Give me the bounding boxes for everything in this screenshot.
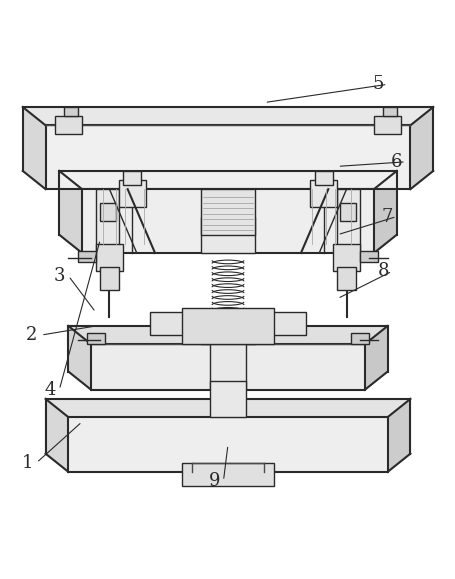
Bar bbox=[150, 312, 305, 335]
Polygon shape bbox=[59, 171, 82, 253]
Bar bbox=[68, 417, 387, 472]
Bar bbox=[200, 317, 255, 345]
Bar bbox=[200, 189, 255, 234]
Polygon shape bbox=[46, 399, 410, 417]
Text: 6: 6 bbox=[390, 153, 402, 171]
Bar bbox=[182, 463, 273, 486]
Bar bbox=[46, 125, 410, 189]
Bar bbox=[100, 203, 116, 221]
Polygon shape bbox=[387, 399, 410, 472]
Bar bbox=[200, 217, 255, 253]
Bar bbox=[382, 107, 396, 116]
Bar bbox=[359, 251, 378, 262]
Bar bbox=[339, 203, 355, 221]
Bar bbox=[182, 308, 273, 345]
Polygon shape bbox=[59, 171, 396, 189]
Text: 1: 1 bbox=[21, 454, 33, 472]
Polygon shape bbox=[23, 107, 432, 125]
Bar bbox=[350, 333, 369, 345]
Bar bbox=[118, 180, 146, 207]
Polygon shape bbox=[410, 107, 432, 189]
Bar bbox=[332, 244, 359, 271]
Bar bbox=[209, 317, 246, 390]
Bar bbox=[337, 267, 355, 290]
Text: 9: 9 bbox=[208, 472, 220, 490]
Bar bbox=[55, 116, 82, 134]
Bar bbox=[123, 171, 141, 185]
Text: 4: 4 bbox=[45, 381, 56, 399]
Bar bbox=[91, 345, 364, 390]
Polygon shape bbox=[68, 326, 91, 390]
Bar bbox=[77, 251, 96, 262]
Bar bbox=[209, 381, 246, 417]
Bar bbox=[100, 267, 118, 290]
Bar bbox=[86, 333, 105, 345]
Polygon shape bbox=[373, 171, 396, 253]
Bar bbox=[64, 107, 77, 116]
Polygon shape bbox=[23, 107, 46, 189]
Bar bbox=[96, 189, 118, 253]
Bar bbox=[373, 116, 400, 134]
Bar bbox=[96, 244, 123, 271]
Text: 8: 8 bbox=[376, 262, 388, 280]
Polygon shape bbox=[68, 326, 387, 345]
Bar bbox=[82, 189, 373, 253]
Bar bbox=[314, 171, 332, 185]
Polygon shape bbox=[364, 326, 387, 390]
Polygon shape bbox=[46, 399, 68, 472]
Bar bbox=[337, 189, 359, 253]
Text: 7: 7 bbox=[381, 207, 392, 226]
Bar bbox=[309, 180, 337, 207]
Text: 3: 3 bbox=[53, 267, 65, 285]
Text: 5: 5 bbox=[372, 75, 383, 93]
Text: 2: 2 bbox=[26, 326, 37, 344]
